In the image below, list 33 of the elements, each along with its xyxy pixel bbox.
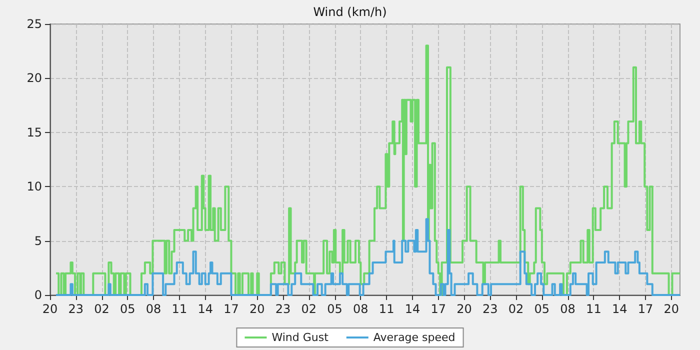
x-tick-label: 11 [378,302,394,316]
chart-title: Wind (km/h) [313,5,387,19]
y-tick-label: 10 [26,180,42,194]
y-tick-label: 15 [26,125,42,140]
x-tick-label: 17 [224,302,239,316]
x-tick-label: 14 [198,302,213,316]
x-tick-label: 23 [275,302,291,316]
x-tick-label: 11 [586,302,602,316]
x-tick-label: 05 [327,302,342,316]
x-tick-label: 23 [68,302,84,316]
x-tick-label: 02 [94,302,110,316]
x-tick-label: 08 [353,302,368,316]
x-tick-label: 08 [146,302,162,316]
x-tick-label: 02 [301,302,317,316]
x-tick-label: 05 [534,302,550,316]
x-tick-label: 20 [456,302,472,316]
x-tick-label: 02 [508,302,524,316]
x-tick-label: 20 [249,302,265,316]
y-tick-label: 0 [34,288,42,302]
y-tick-label: 25 [26,17,42,31]
x-tick-label: 14 [612,302,628,316]
x-tick-label: 20 [664,302,680,316]
x-tick-label: 23 [482,302,498,316]
x-tick-label: 17 [638,302,654,316]
legend-label: Wind Gust [272,331,330,344]
legend-label: Average speed [373,331,456,344]
x-tick-label: 17 [430,302,446,316]
y-tick-label: 5 [34,234,42,248]
y-tick-label: 20 [26,71,42,86]
x-tick-label: 08 [560,302,576,316]
x-tick-label: 11 [172,302,188,316]
x-tick-label: 05 [120,302,136,316]
x-tick-label: 14 [404,302,420,316]
